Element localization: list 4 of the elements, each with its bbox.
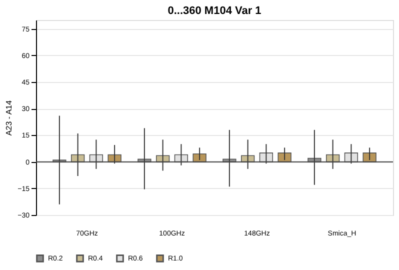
bar bbox=[362, 152, 376, 162]
chart-title: 0...360 M104 Var 1 bbox=[168, 5, 262, 17]
y-axis-title: A23 - A14 bbox=[4, 100, 14, 136]
bar bbox=[278, 152, 292, 162]
